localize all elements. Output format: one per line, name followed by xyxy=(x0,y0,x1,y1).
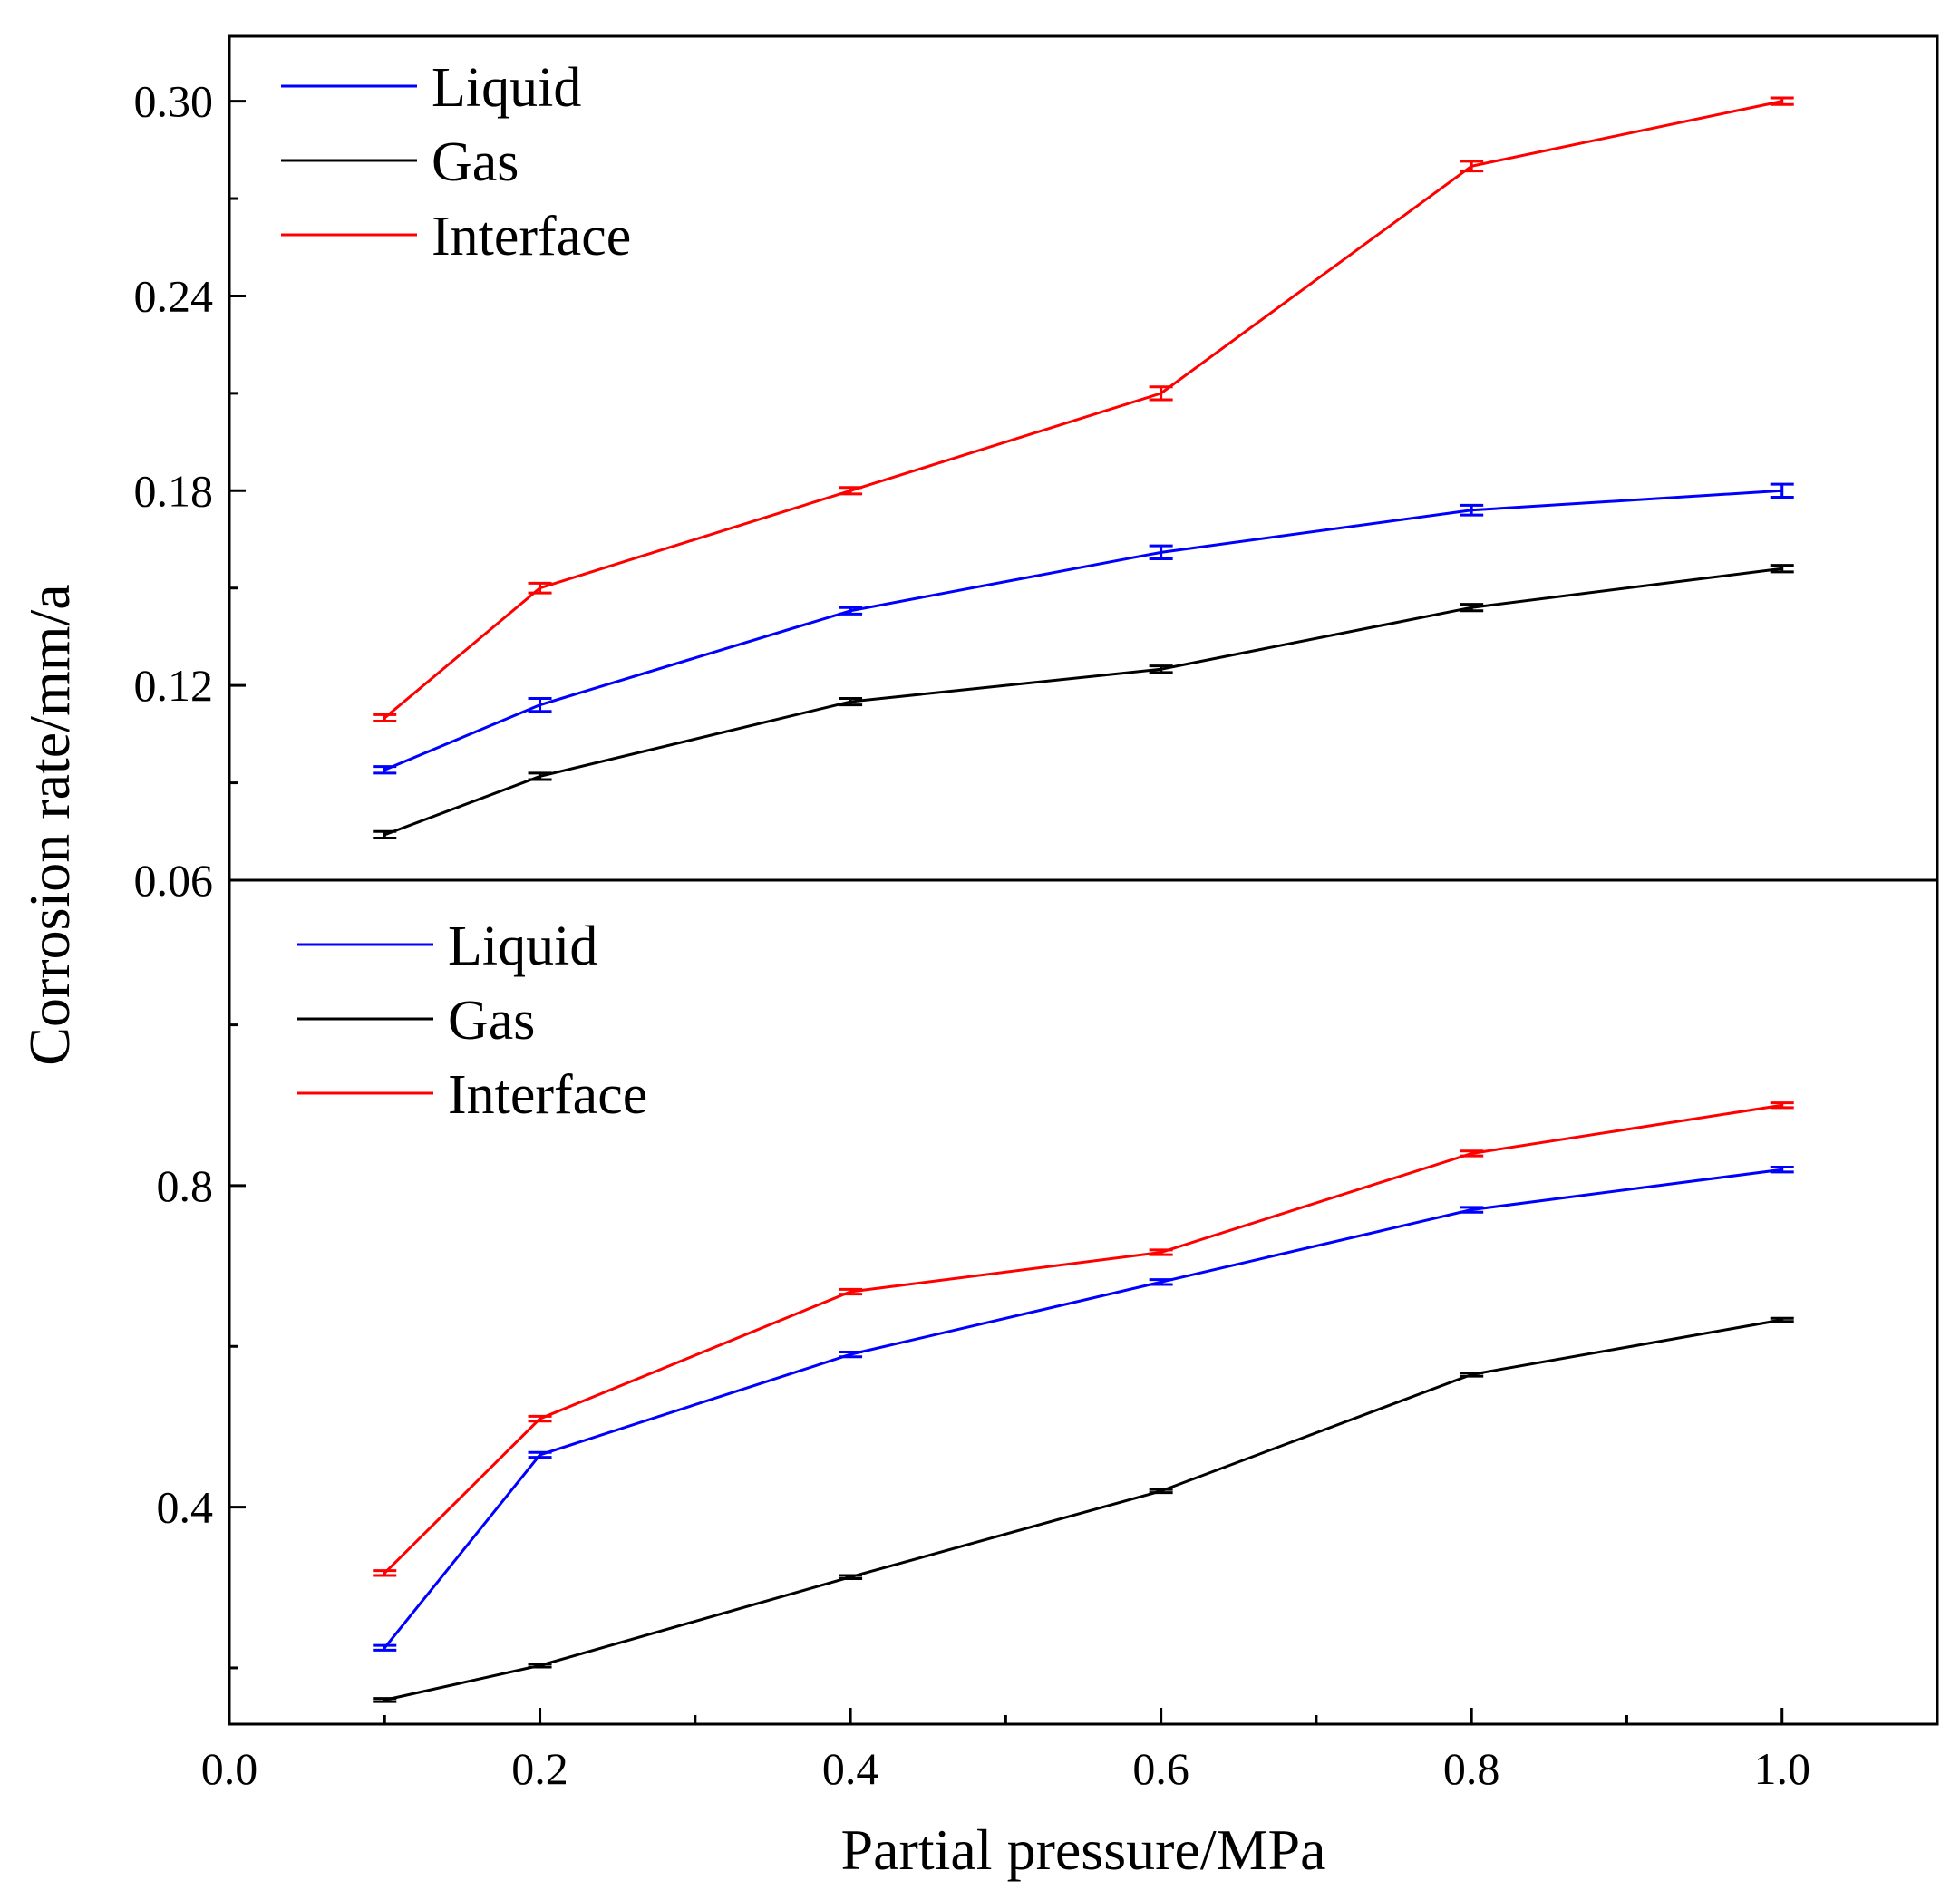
y-tick-label: 0.12 xyxy=(134,660,214,711)
data-point xyxy=(1781,1168,1783,1170)
data-point xyxy=(383,717,385,719)
y-tick-label: 0.24 xyxy=(134,270,214,321)
x-tick-label: 0.6 xyxy=(1132,1743,1189,1794)
top-panel: 0.06 0.12 0.18 0.24 0.30 Liquid Gas Interface xyxy=(134,57,1794,906)
series-line-interface xyxy=(383,1103,1782,1575)
legend-label: Interface xyxy=(448,1064,647,1126)
y-axis-title: Corrosion rate/mm/a xyxy=(17,584,82,1065)
data-point xyxy=(1781,490,1783,491)
data-point xyxy=(539,1418,541,1420)
data-point xyxy=(1781,101,1783,102)
data-point xyxy=(1470,606,1472,608)
data-point xyxy=(1470,1209,1472,1211)
x-tick-label: 1.0 xyxy=(1753,1743,1810,1794)
data-point xyxy=(539,1664,541,1666)
data-point xyxy=(849,610,851,612)
series-line-liquid xyxy=(383,489,1782,771)
x-axis: 0.0 0.2 0.4 0.6 0.8 1.0 xyxy=(201,1708,1939,1794)
legend-entry-interface: Interface xyxy=(297,1064,647,1126)
series-line-gas xyxy=(383,1318,1782,1701)
data-point xyxy=(1781,567,1783,569)
legend-label: Gas xyxy=(448,990,535,1052)
legend-entry-liquid: Liquid xyxy=(281,57,581,119)
y-tick-label: 0.18 xyxy=(134,465,214,516)
y-tick-label: 0.06 xyxy=(134,855,214,906)
series-line-gas xyxy=(383,567,1782,837)
x-tick-label: 0.4 xyxy=(822,1743,879,1794)
data-point xyxy=(539,704,541,706)
data-point xyxy=(1781,1319,1783,1321)
legend-label: Liquid xyxy=(448,916,597,977)
data-point xyxy=(1160,1490,1162,1492)
data-point xyxy=(1160,1281,1162,1283)
legend-label: Interface xyxy=(432,206,631,267)
data-point xyxy=(539,1454,541,1456)
data-point xyxy=(1160,1252,1162,1254)
data-point xyxy=(539,775,541,777)
data-point xyxy=(539,587,541,589)
legend-entry-gas: Gas xyxy=(297,990,535,1052)
legend-label: Gas xyxy=(432,131,519,193)
data-point xyxy=(1470,1152,1472,1154)
data-point xyxy=(1470,1373,1472,1375)
data-point xyxy=(849,1353,851,1355)
data-point xyxy=(383,1699,385,1701)
data-point xyxy=(1470,509,1472,511)
data-point xyxy=(383,769,385,771)
data-point xyxy=(383,1572,385,1574)
legend-entry-gas: Gas xyxy=(281,131,519,193)
x-tick-label: 0.0 xyxy=(201,1743,258,1794)
legend-entry-liquid: Liquid xyxy=(297,916,597,977)
y-tick-label: 0.8 xyxy=(157,1160,214,1211)
data-point xyxy=(1160,551,1162,553)
x-axis-title: Partial pressure/MPa xyxy=(841,1818,1326,1882)
x-tick-label: 0.2 xyxy=(511,1743,568,1794)
y-tick-label: 0.4 xyxy=(157,1482,214,1533)
series-line-interface xyxy=(383,100,1783,720)
legend-entry-interface: Interface xyxy=(281,206,631,267)
data-point xyxy=(383,834,385,836)
data-point xyxy=(1470,165,1472,167)
x-tick-label: 0.8 xyxy=(1443,1743,1500,1794)
data-point xyxy=(1781,1104,1783,1106)
data-point xyxy=(1160,668,1162,670)
data-point xyxy=(849,1576,851,1578)
series-line-liquid xyxy=(383,1168,1782,1649)
legend-label: Liquid xyxy=(432,57,581,119)
data-point xyxy=(849,1291,851,1293)
data-point xyxy=(849,701,851,703)
y-tick-label: 0.30 xyxy=(134,76,214,127)
data-point xyxy=(383,1647,385,1649)
bottom-panel: 0.4 0.8 Liquid Gas Interface xyxy=(157,916,1794,1703)
data-point xyxy=(849,490,851,491)
